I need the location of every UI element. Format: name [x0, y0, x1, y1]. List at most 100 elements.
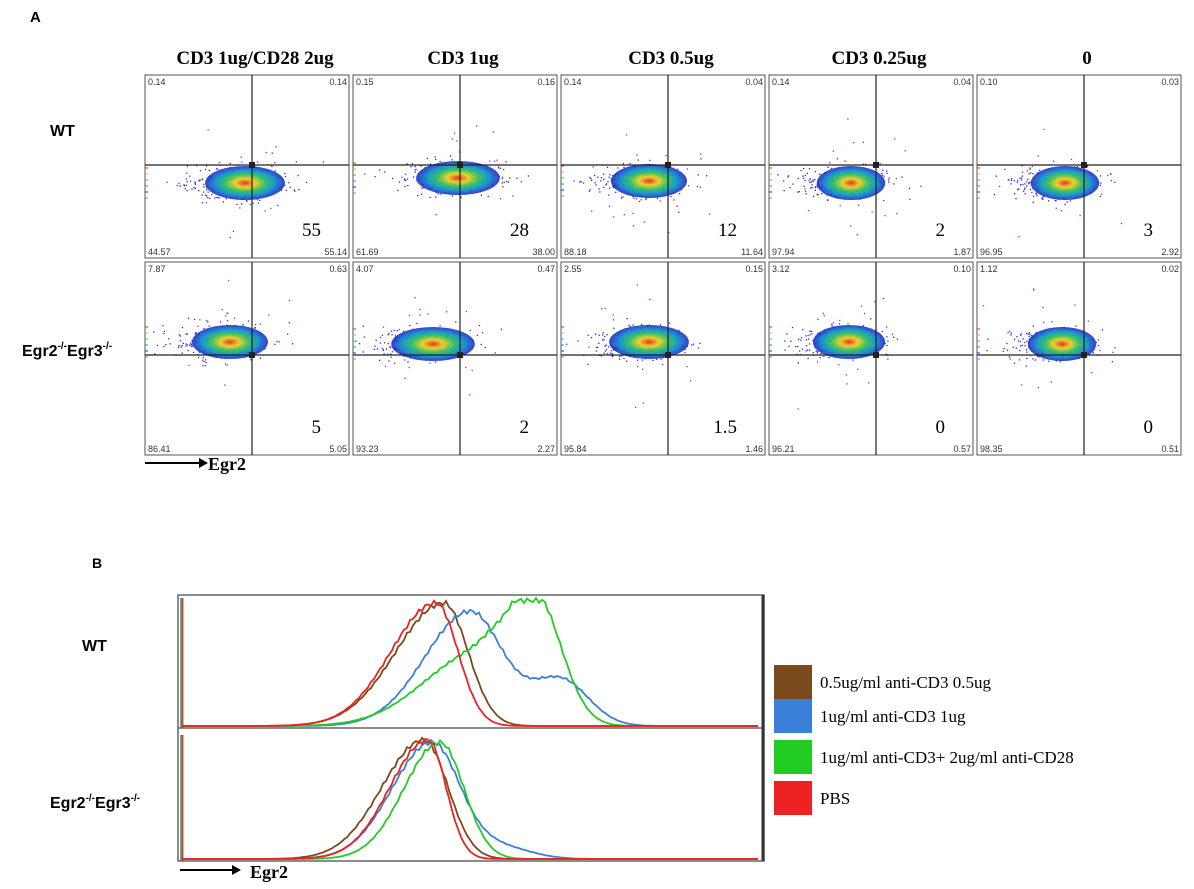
event-dot: [856, 234, 858, 236]
event-dot: [587, 363, 589, 365]
event-dot: [692, 343, 695, 345]
event-dot: [393, 362, 396, 364]
event-dot: [165, 344, 167, 346]
event-dot: [1007, 332, 1009, 334]
event-dot: [638, 200, 641, 203]
event-dot: [199, 170, 202, 172]
event-dot: [406, 178, 409, 180]
event-dot: [1091, 372, 1093, 374]
event-dot: [469, 329, 471, 332]
event-dot: [808, 179, 810, 181]
event-dot: [381, 347, 383, 349]
event-dot: [700, 153, 702, 155]
panel-label: A: [30, 9, 41, 26]
event-dot: [1055, 360, 1057, 362]
histogram-curve: [182, 599, 758, 727]
event-dot: [1019, 334, 1022, 336]
event-dot: [1021, 175, 1023, 177]
event-dot: [383, 171, 386, 173]
event-dot: [179, 185, 181, 187]
quadrant-value: 0.14: [564, 77, 582, 87]
event-dot: [180, 346, 182, 348]
event-dot: [364, 173, 366, 175]
event-dot: [908, 187, 911, 189]
event-dot: [387, 353, 389, 355]
event-dot: [1042, 198, 1044, 201]
event-dot: [603, 173, 605, 175]
event-dot: [595, 184, 597, 186]
percent-label: 0: [936, 417, 946, 438]
event-dot: [179, 335, 181, 337]
event-dot: [254, 324, 257, 326]
event-dot: [611, 353, 613, 355]
event-dot: [478, 324, 481, 327]
event-dot: [1003, 348, 1005, 350]
event-dot: [885, 353, 887, 355]
event-dot: [1066, 201, 1068, 203]
event-dot: [196, 332, 198, 334]
quadrant-value: 0.63: [329, 264, 347, 274]
event-dot: [870, 318, 872, 320]
event-dot: [879, 162, 881, 165]
event-dot: [819, 357, 821, 359]
event-dot: [256, 199, 259, 201]
event-dot: [197, 356, 200, 358]
event-dot: [429, 196, 431, 199]
event-dot: [660, 358, 662, 360]
event-dot: [804, 190, 807, 192]
event-dot: [884, 342, 886, 345]
event-dot: [659, 324, 662, 326]
quadrant-value: 0.14: [148, 77, 166, 87]
event-dot: [566, 343, 568, 345]
event-dot: [605, 184, 607, 186]
event-dot: [827, 166, 829, 168]
event-dot: [168, 338, 170, 340]
event-dot: [862, 163, 864, 165]
event-dot: [1026, 357, 1028, 360]
event-dot: [784, 340, 786, 342]
event-dot: [406, 163, 408, 165]
event-dot: [595, 333, 597, 335]
event-dot: [226, 364, 228, 366]
event-dot: [629, 325, 631, 328]
event-dot: [241, 161, 243, 163]
event-dot: [592, 166, 594, 168]
event-dot: [383, 342, 386, 344]
event-dot: [217, 168, 219, 170]
event-dot: [605, 348, 608, 351]
event-dot: [805, 339, 808, 341]
event-dot: [888, 181, 890, 183]
event-dot: [863, 312, 866, 315]
event-dot: [610, 350, 613, 352]
event-dot: [407, 185, 409, 187]
plot-frame: [768, 74, 974, 259]
event-dot: [865, 163, 867, 165]
event-dot: [599, 191, 601, 193]
panel-label: B: [92, 555, 102, 571]
event-dot: [382, 349, 384, 351]
event-dot: [1037, 386, 1040, 389]
event-dot: [862, 141, 864, 143]
event-dot: [1043, 321, 1045, 324]
event-dot: [891, 333, 894, 335]
event-dot: [409, 324, 411, 327]
event-dot: [394, 335, 397, 337]
event-dot: [1026, 185, 1028, 187]
event-dot: [606, 166, 609, 168]
row-label: WT: [82, 638, 107, 655]
event-dot: [224, 363, 227, 365]
event-dot: [611, 355, 614, 358]
event-dot: [499, 198, 502, 200]
event-dot: [817, 318, 819, 320]
event-dot: [476, 334, 478, 337]
event-dot: [206, 319, 208, 322]
event-dot: [632, 324, 634, 326]
event-dot: [414, 169, 416, 171]
event-dot: [1014, 193, 1016, 195]
event-dot: [706, 175, 708, 177]
event-dot: [1026, 351, 1028, 353]
event-dot: [668, 322, 671, 324]
event-dot: [920, 185, 922, 187]
event-dot: [1024, 345, 1026, 347]
event-dot: [1007, 179, 1009, 181]
